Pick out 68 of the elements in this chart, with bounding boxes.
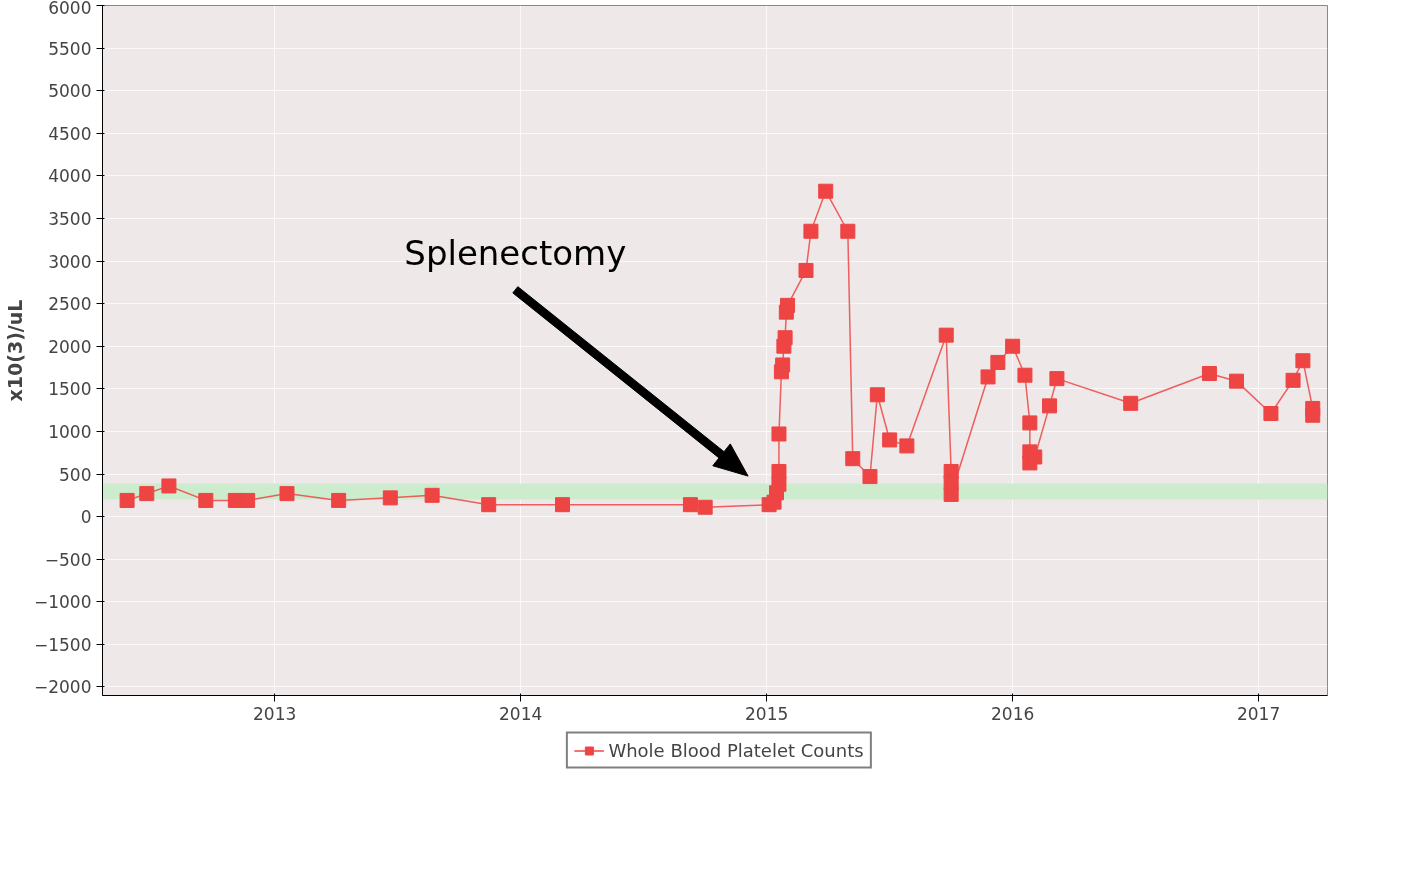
y-tick-label: 2000	[48, 336, 92, 357]
y-axis-title: x10(3)/uL	[3, 299, 26, 402]
y-tick-label: 1000	[48, 421, 92, 442]
point	[882, 432, 898, 448]
x-tick-label: 2017	[1236, 703, 1281, 724]
x-tick-label: 2015	[745, 703, 789, 724]
y-tick-label: 3000	[48, 251, 92, 272]
point	[899, 438, 915, 454]
point	[990, 354, 1006, 370]
y-tick-label: −2000	[33, 677, 92, 698]
point	[161, 478, 177, 494]
point	[1228, 373, 1244, 389]
point	[1042, 398, 1058, 414]
point	[424, 487, 440, 503]
point	[1017, 367, 1033, 383]
point	[780, 297, 796, 313]
point	[1305, 407, 1321, 423]
point	[1201, 366, 1217, 381]
y-tick-label: 5000	[48, 81, 92, 102]
point	[775, 357, 791, 373]
point	[943, 486, 959, 502]
point	[331, 492, 347, 508]
point	[869, 387, 885, 403]
point	[1049, 371, 1065, 387]
y-tick-label: 4000	[48, 166, 92, 187]
point	[682, 497, 698, 513]
y-tick-label: 0	[80, 507, 92, 528]
point	[481, 497, 497, 513]
point	[279, 486, 295, 502]
y-tick-label: −1500	[33, 634, 92, 655]
y-tick-label: −1000	[33, 592, 92, 613]
point	[818, 183, 834, 199]
x-tick-label: 2013	[253, 703, 297, 724]
legend-label: Whole Blood Platelet Counts	[608, 739, 864, 761]
point	[938, 327, 954, 343]
point	[798, 262, 814, 278]
point	[803, 223, 819, 239]
point	[771, 463, 787, 479]
point	[1295, 353, 1311, 369]
y-tick-label: 5500	[48, 38, 92, 59]
point	[697, 499, 713, 515]
point	[554, 497, 570, 513]
point	[862, 469, 878, 485]
x-tick-label: 2014	[499, 703, 543, 724]
point	[1123, 395, 1139, 411]
point	[777, 330, 793, 346]
x-tick-label: 2016	[991, 703, 1035, 724]
y-tick-label: 1500	[48, 379, 92, 400]
y-tick-label: 6000	[48, 0, 92, 18]
y-tick-label: −500	[44, 549, 92, 570]
point	[980, 369, 996, 385]
point	[1263, 406, 1279, 422]
point	[771, 426, 787, 442]
point	[840, 223, 856, 239]
y-tick-label: 500	[59, 464, 92, 485]
point	[139, 486, 155, 502]
point	[1022, 415, 1038, 431]
y-tick-label: 4500	[48, 123, 92, 144]
point	[240, 492, 256, 508]
point	[1005, 338, 1021, 354]
point	[119, 492, 135, 508]
point	[382, 490, 398, 506]
y-tick-label: 2500	[48, 294, 92, 315]
point	[198, 492, 214, 508]
y-tick-label: 3500	[48, 208, 92, 229]
point	[845, 451, 861, 467]
annotation: Splenectomy	[404, 232, 627, 273]
point	[1285, 372, 1301, 388]
